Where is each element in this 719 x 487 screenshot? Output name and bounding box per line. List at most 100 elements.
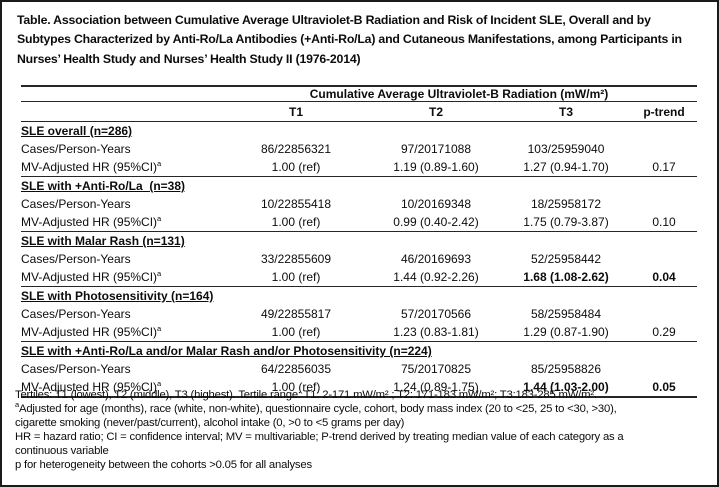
col-header-ptrend: p-trend [631, 101, 697, 122]
col-header-t1: T1 [221, 101, 371, 122]
row-label-cases: Cases/Person-Years [21, 362, 131, 376]
table-caption-line-3: Nurses’ Health Study and Nurses’ Health … [17, 51, 361, 66]
row-label-cases: Cases/Person-Years [21, 307, 131, 321]
hr-ptrend: 0.10 [631, 213, 697, 232]
hr-ptrend-significant: 0.05 [652, 380, 676, 394]
row-label-cases: Cases/Person-Years [21, 142, 131, 156]
col-header-t2: T2 [371, 101, 501, 122]
section-header-photosensitivity: SLE with Photosensitivity (n=164) [21, 289, 214, 303]
hr-t2: 1.44 (0.92-2.26) [371, 268, 501, 287]
section-header-row: SLE with +Anti-Ro/La (n=38) [21, 177, 697, 196]
hr-ptrend: 0.17 [631, 158, 697, 177]
hr-t2: 1.24 (0.89-1.75) [393, 380, 479, 394]
cases-ptrend [631, 140, 697, 158]
hr-t3: 1.75 (0.79-3.87) [501, 213, 631, 232]
cases-row: Cases/Person-Years 86/22856321 97/201710… [21, 140, 697, 158]
cases-t1: 86/22856321 [260, 142, 332, 156]
footnote-adjustments-cont: cigarette smoking (never/past/current), … [15, 417, 405, 430]
col-header-t3: T3 [501, 101, 631, 122]
hr-t1: 1.00 (ref) [221, 323, 371, 342]
superscript-a: a [157, 159, 162, 168]
cases-t2: 10/20169348 [400, 197, 472, 211]
footnote-abbreviations: HR = hazard ratio; CI = confidence inter… [15, 431, 624, 444]
hr-t3-significant: 1.44 (1.03-2.00) [523, 380, 609, 394]
cases-ptrend [631, 305, 697, 323]
superscript-a: a [157, 214, 162, 223]
cases-t2: 75/20170825 [400, 362, 472, 376]
cases-t1: 64/22856035 [260, 362, 332, 376]
empty-corner-cell [21, 86, 221, 102]
cases-row: Cases/Person-Years 33/22855609 46/201696… [21, 250, 697, 268]
cases-t3: 58/25958484 [530, 307, 602, 321]
cases-row: Cases/Person-Years 64/22856035 75/201708… [21, 360, 697, 378]
footnote-tertiles: Tertiles: T1 (lowest), T2 (middle), T3 (… [15, 389, 597, 401]
hr-t2: 1.19 (0.89-1.60) [371, 158, 501, 177]
table-caption-line-2: Subtypes Characterized by Anti-Ro/La Ant… [17, 32, 682, 47]
hr-t2: 1.23 (0.83-1.81) [371, 323, 501, 342]
cases-t3: 103/25959040 [527, 142, 605, 156]
hr-row: MV-Adjusted HR (95%CI)a 1.00 (ref) 1.19 … [21, 158, 697, 177]
section-header-combined: SLE with +Anti-Ro/La and/or Malar Rash a… [21, 344, 432, 358]
column-header-row: T1 T2 T3 p-trend [21, 101, 697, 122]
section-header-anti-ro-la: SLE with +Anti-Ro/La (n=38) [21, 179, 186, 193]
section-header-row: SLE with Malar Rash (n=131) [21, 232, 697, 251]
hr-ptrend: 0.29 [631, 323, 697, 342]
cases-t1: 10/22855418 [260, 197, 332, 211]
span-header-row: Cumulative Average Ultraviolet-B Radiati… [21, 86, 697, 102]
footnote-abbreviations-cont: continuous variable [15, 445, 109, 458]
superscript-a: a [15, 400, 19, 410]
section-header-row: SLE with +Anti-Ro/La and/or Malar Rash a… [21, 342, 697, 361]
section-header-malar-rash: SLE with Malar Rash (n=131) [21, 234, 185, 248]
footnotes: Tertiles: T1 (lowest), T2 (middle), T3 (… [15, 388, 624, 473]
cases-t1: 33/22855609 [260, 252, 332, 266]
cases-t3: 85/25958826 [530, 362, 602, 376]
hr-t1: 1.00 (ref) [221, 158, 371, 177]
cases-t1: 49/22855817 [260, 307, 332, 321]
cases-ptrend [631, 195, 697, 213]
superscript-a: a [157, 324, 162, 333]
cases-ptrend [631, 250, 697, 268]
hr-label-text: MV-Adjusted HR (95%CI) [21, 215, 158, 229]
cases-t3: 18/25958172 [530, 197, 602, 211]
row-label-hr: MV-Adjusted HR (95%CI)a [21, 323, 221, 342]
hr-row: MV-Adjusted HR (95%CI)a 1.00 (ref) 1.44 … [21, 268, 697, 287]
section-header-sle-overall: SLE overall (n=286) [21, 124, 133, 138]
section-header-row: SLE overall (n=286) [21, 122, 697, 141]
superscript-a: a [157, 269, 162, 278]
hr-label-text: MV-Adjusted HR (95%CI) [21, 160, 158, 174]
hr-row: MV-Adjusted HR (95%CI)a 1.00 (ref) 1.23 … [21, 323, 697, 342]
row-label-hr: MV-Adjusted HR (95%CI)a [21, 213, 221, 232]
cases-row: Cases/Person-Years 49/22855817 57/201705… [21, 305, 697, 323]
hr-t1: 1.00 (ref) [221, 213, 371, 232]
cases-t2: 97/20171088 [400, 142, 472, 156]
footnote-heterogeneity: p for heterogeneity between the cohorts … [15, 459, 312, 472]
cases-t2: 57/20170566 [400, 307, 472, 321]
table-caption-line-1: Table. Association between Cumulative Av… [17, 13, 651, 27]
row-label-hr: MV-Adjusted HR (95%CI)a [21, 378, 221, 397]
hr-row: MV-Adjusted HR (95%CI)a 1.00 (ref) 0.99 … [21, 213, 697, 232]
hr-label-text: MV-Adjusted HR (95%CI) [21, 380, 158, 394]
row-label-hr: MV-Adjusted HR (95%CI)a [21, 158, 221, 177]
cases-row: Cases/Person-Years 10/22855418 10/201693… [21, 195, 697, 213]
hr-label-text: MV-Adjusted HR (95%CI) [21, 325, 158, 339]
row-label-hr: MV-Adjusted HR (95%CI)a [21, 268, 221, 287]
row-label-cases: Cases/Person-Years [21, 197, 131, 211]
hr-t3: 1.27 (0.94-1.70) [501, 158, 631, 177]
cases-ptrend [631, 360, 697, 378]
table-caption: Table. Association between Cumulative Av… [17, 11, 682, 69]
section-header-row: SLE with Photosensitivity (n=164) [21, 287, 697, 306]
hr-row: MV-Adjusted HR (95%CI)a 1.00 (ref) 1.24 … [21, 378, 697, 397]
hr-t3: 1.29 (0.87-1.90) [501, 323, 631, 342]
cases-t3: 52/25958442 [530, 252, 602, 266]
superscript-a: a [157, 379, 162, 388]
cases-t2: 46/20169693 [400, 252, 472, 266]
hr-t3-significant: 1.68 (1.08-2.62) [501, 268, 631, 287]
hr-t1: 1.00 (ref) [221, 268, 371, 287]
empty-corner-cell [21, 101, 221, 122]
hr-label-text: MV-Adjusted HR (95%CI) [21, 270, 158, 284]
row-label-cases: Cases/Person-Years [21, 252, 131, 266]
hr-t1: 1.00 (ref) [271, 380, 321, 394]
hr-ptrend-significant: 0.04 [631, 268, 697, 287]
span-header-uvb: Cumulative Average Ultraviolet-B Radiati… [221, 86, 697, 102]
footnote-adjustments-text: Adjusted for age (months), race (white, … [18, 403, 617, 416]
